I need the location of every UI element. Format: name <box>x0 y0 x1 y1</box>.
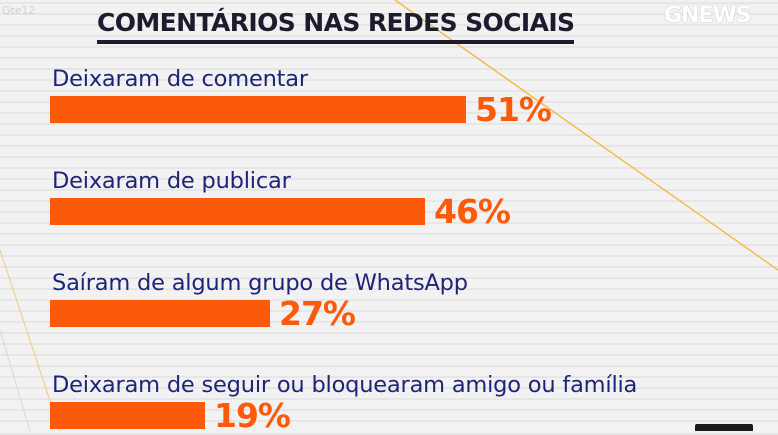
bar <box>50 96 466 123</box>
title-underline <box>97 40 575 44</box>
category-label: Deixaram de comentar <box>52 66 308 92</box>
value-label: 19% <box>214 396 291 435</box>
value-label: 27% <box>279 294 356 333</box>
clock-badge <box>695 424 753 431</box>
bar <box>50 402 205 429</box>
gray-deco-line <box>0 329 31 431</box>
value-label: 46% <box>434 192 511 231</box>
category-label: Deixaram de publicar <box>52 168 291 194</box>
bar <box>50 198 425 225</box>
corner-tag: Gte12 <box>2 4 36 17</box>
value-label: 51% <box>475 90 552 129</box>
bar <box>50 300 270 327</box>
channel-logo: GNEWS <box>664 3 752 28</box>
chart-title-block: COMENTÁRIOS NAS REDES SOCIAIS <box>97 8 575 44</box>
category-label: Saíram de algum grupo de WhatsApp <box>52 270 468 296</box>
orange-deco-line <box>0 249 61 431</box>
category-label: Deixaram de seguir ou bloquearam amigo o… <box>52 372 638 398</box>
chart-title: COMENTÁRIOS NAS REDES SOCIAIS <box>97 8 575 37</box>
orange-deco-line <box>394 0 778 271</box>
